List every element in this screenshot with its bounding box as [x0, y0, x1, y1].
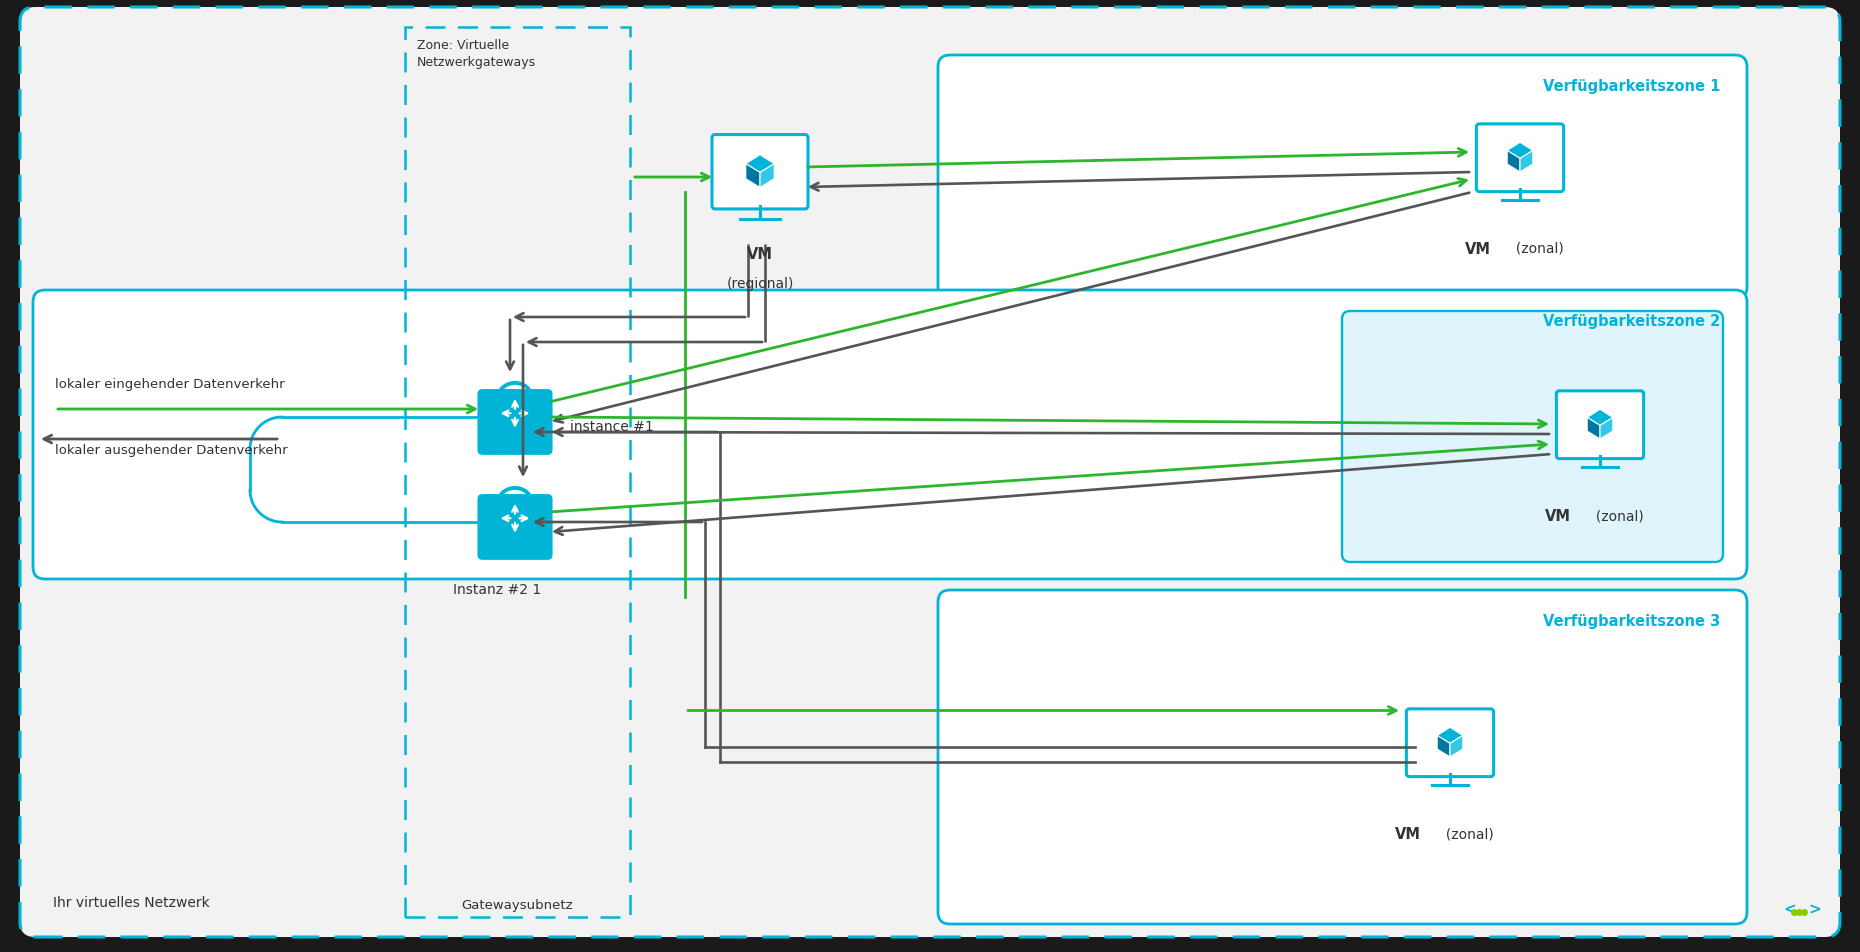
Polygon shape — [1507, 142, 1533, 158]
Text: VM: VM — [1395, 827, 1421, 842]
FancyBboxPatch shape — [712, 134, 807, 208]
Polygon shape — [761, 164, 774, 188]
Polygon shape — [746, 164, 761, 188]
Text: lokaler eingehender Datenverkehr: lokaler eingehender Datenverkehr — [56, 378, 285, 391]
Polygon shape — [1520, 150, 1533, 172]
Text: VM: VM — [1466, 242, 1492, 257]
FancyBboxPatch shape — [1477, 124, 1564, 191]
Text: Verfügbarkeitszone 2: Verfügbarkeitszone 2 — [1542, 314, 1720, 329]
Polygon shape — [1507, 150, 1520, 172]
Text: (zonal): (zonal) — [1507, 242, 1564, 256]
FancyBboxPatch shape — [1343, 311, 1722, 562]
Polygon shape — [1438, 736, 1451, 757]
Polygon shape — [1451, 736, 1462, 757]
FancyBboxPatch shape — [1406, 709, 1494, 777]
Text: VM: VM — [1546, 509, 1572, 524]
Polygon shape — [1587, 417, 1600, 439]
Text: lokaler ausgehender Datenverkehr: lokaler ausgehender Datenverkehr — [56, 444, 288, 457]
FancyBboxPatch shape — [478, 389, 552, 455]
Polygon shape — [1587, 409, 1613, 426]
Text: (zonal): (zonal) — [1587, 509, 1644, 523]
Text: >: > — [1808, 902, 1821, 917]
Text: Ihr virtuelles Netzwerk: Ihr virtuelles Netzwerk — [52, 896, 210, 910]
Text: Gatewaysubnetz: Gatewaysubnetz — [461, 899, 573, 912]
Text: (regional): (regional) — [725, 277, 794, 291]
Text: VM: VM — [748, 247, 774, 262]
Text: Zone: Virtuelle
Netzwerkgateways: Zone: Virtuelle Netzwerkgateways — [417, 39, 536, 69]
FancyBboxPatch shape — [33, 290, 1747, 579]
FancyBboxPatch shape — [937, 55, 1747, 299]
Text: <: < — [1784, 902, 1797, 917]
FancyBboxPatch shape — [20, 7, 1840, 937]
FancyBboxPatch shape — [937, 590, 1747, 924]
Text: (zonal): (zonal) — [1438, 827, 1494, 841]
FancyBboxPatch shape — [1557, 391, 1644, 459]
Text: Instanz #2 1: Instanz #2 1 — [454, 583, 541, 597]
Polygon shape — [746, 154, 774, 172]
Polygon shape — [1600, 417, 1613, 439]
Polygon shape — [1438, 727, 1462, 744]
FancyBboxPatch shape — [478, 494, 552, 560]
Text: Verfügbarkeitszone 3: Verfügbarkeitszone 3 — [1542, 614, 1720, 629]
Text: Verfügbarkeitszone 1: Verfügbarkeitszone 1 — [1542, 79, 1720, 94]
Text: instance #1: instance #1 — [569, 420, 653, 434]
